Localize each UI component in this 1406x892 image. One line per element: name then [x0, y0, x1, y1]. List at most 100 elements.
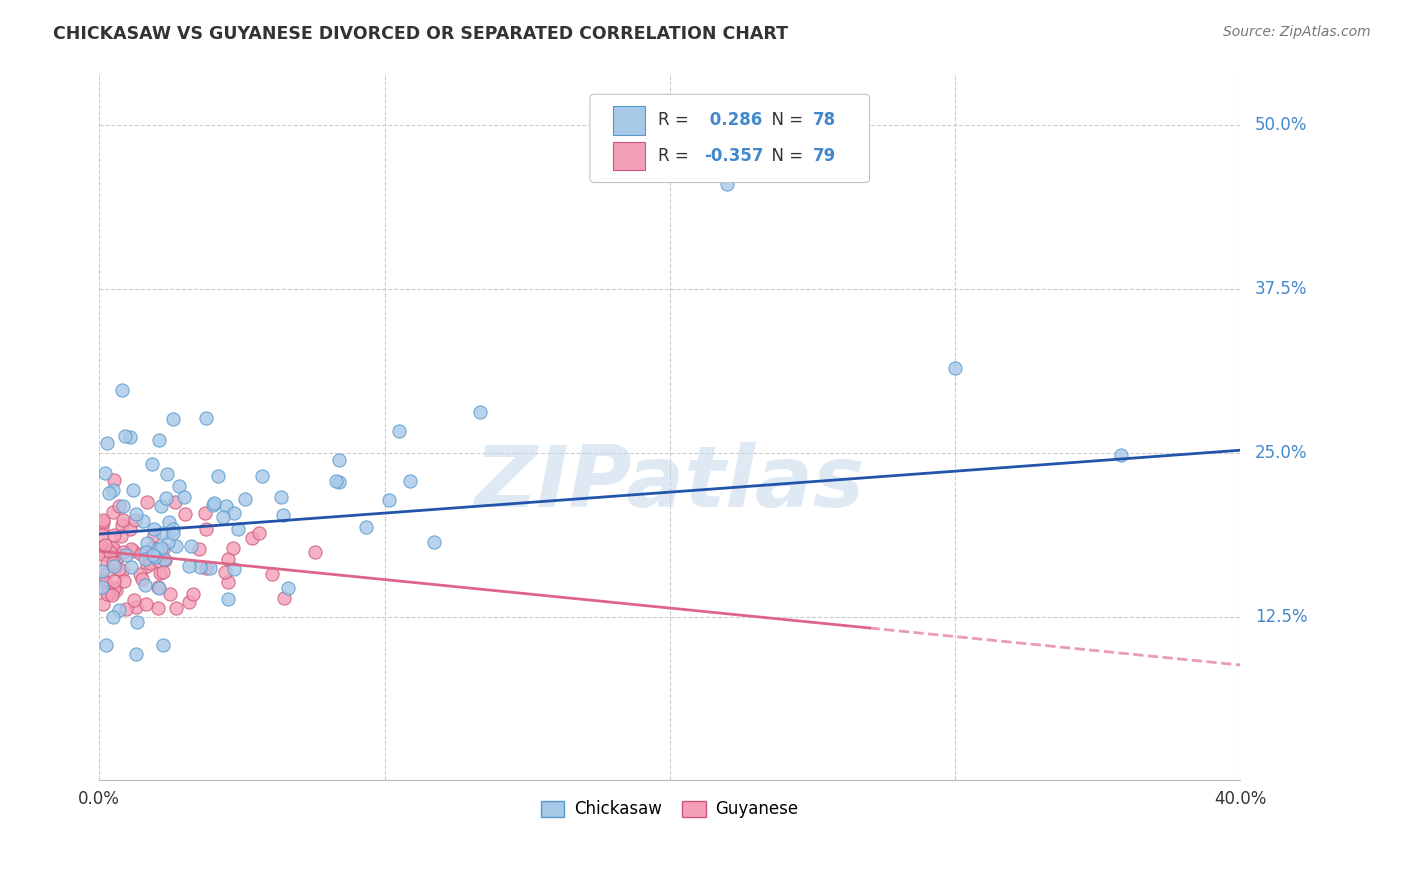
- Point: [399, 474, 422, 488]
- Point: [91, 521, 114, 535]
- Point: [103, 581, 125, 595]
- Point: [111, 564, 134, 578]
- Point: [165, 494, 187, 508]
- Point: [173, 490, 195, 504]
- Point: [162, 522, 184, 536]
- Point: [165, 601, 187, 615]
- Point: [277, 581, 299, 595]
- Point: [139, 556, 162, 570]
- Point: [103, 610, 125, 624]
- Point: [131, 572, 153, 586]
- Point: [165, 539, 187, 553]
- Point: [103, 559, 125, 574]
- Point: [423, 535, 446, 549]
- Point: [108, 561, 131, 575]
- Point: [167, 479, 190, 493]
- Point: [91, 542, 114, 557]
- Point: [1109, 449, 1132, 463]
- Point: [224, 562, 246, 576]
- Text: R =: R =: [658, 112, 695, 129]
- Point: [149, 541, 172, 555]
- Point: [103, 574, 125, 589]
- Point: [125, 507, 148, 521]
- Point: [146, 541, 169, 556]
- Point: [207, 469, 229, 483]
- Point: [262, 566, 284, 581]
- Point: [142, 548, 165, 562]
- Point: [129, 567, 152, 582]
- Point: [134, 552, 156, 566]
- Point: [162, 526, 184, 541]
- Point: [136, 535, 159, 549]
- Point: [150, 499, 173, 513]
- Point: [177, 595, 200, 609]
- Point: [143, 549, 166, 564]
- Point: [356, 520, 378, 534]
- Point: [159, 587, 181, 601]
- Point: [943, 360, 966, 375]
- Point: [125, 600, 148, 615]
- Point: [148, 554, 170, 568]
- Point: [273, 591, 295, 606]
- Text: 12.5%: 12.5%: [1254, 607, 1308, 625]
- Point: [91, 513, 114, 527]
- Point: [103, 483, 125, 498]
- Text: 0.286: 0.286: [704, 112, 762, 129]
- Point: [91, 515, 114, 529]
- Point: [194, 506, 217, 520]
- Point: [103, 473, 125, 487]
- Point: [188, 541, 211, 556]
- Point: [101, 586, 124, 600]
- Point: [125, 615, 148, 629]
- Point: [103, 528, 125, 542]
- Text: -0.357: -0.357: [704, 147, 763, 165]
- Point: [217, 574, 239, 589]
- Point: [180, 539, 202, 553]
- Point: [211, 509, 233, 524]
- Point: [122, 483, 145, 498]
- Point: [101, 556, 124, 570]
- Point: [101, 541, 124, 555]
- Point: [97, 486, 120, 500]
- Text: 37.5%: 37.5%: [1254, 280, 1308, 298]
- Point: [270, 490, 292, 504]
- Point: [202, 496, 225, 510]
- Point: [146, 580, 169, 594]
- Point: [111, 384, 134, 398]
- Point: [152, 638, 174, 652]
- Point: [215, 499, 238, 513]
- Point: [93, 574, 115, 589]
- Point: [93, 466, 115, 480]
- Point: [198, 561, 221, 575]
- Point: [150, 525, 173, 540]
- Point: [91, 574, 114, 588]
- Point: [247, 526, 270, 541]
- Point: [226, 522, 249, 536]
- Text: ZIPatlas: ZIPatlas: [475, 442, 865, 524]
- Text: 50.0%: 50.0%: [1254, 116, 1308, 135]
- Point: [129, 547, 152, 561]
- Point: [121, 544, 143, 558]
- Point: [162, 411, 184, 425]
- Point: [97, 585, 120, 599]
- Point: [103, 505, 125, 519]
- Point: [104, 582, 127, 597]
- Point: [91, 540, 114, 554]
- Point: [103, 543, 125, 558]
- Text: N =: N =: [761, 112, 808, 129]
- Point: [120, 430, 142, 444]
- Point: [131, 514, 153, 528]
- Point: [201, 498, 224, 512]
- Bar: [613, 106, 645, 135]
- Point: [135, 597, 157, 611]
- Point: [716, 178, 738, 192]
- Text: N =: N =: [761, 147, 808, 165]
- Point: [194, 560, 217, 574]
- Point: [177, 559, 200, 574]
- Point: [157, 535, 180, 549]
- Text: CHICKASAW VS GUYANESE DIVORCED OR SEPARATED CORRELATION CHART: CHICKASAW VS GUYANESE DIVORCED OR SEPARA…: [53, 25, 789, 43]
- Point: [148, 433, 170, 447]
- FancyBboxPatch shape: [591, 95, 869, 183]
- Point: [91, 580, 114, 594]
- Point: [112, 574, 135, 588]
